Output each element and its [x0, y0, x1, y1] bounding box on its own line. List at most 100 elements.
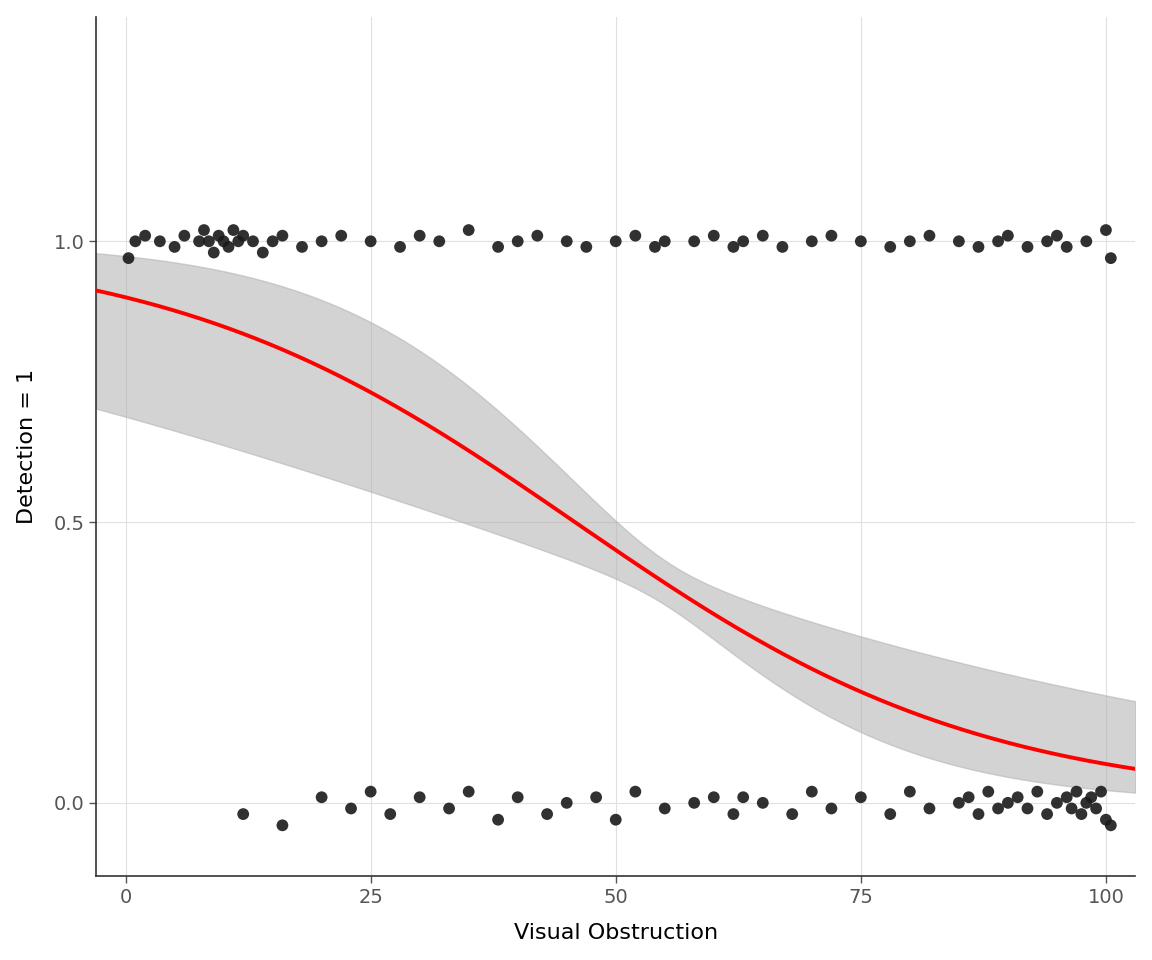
Point: [273, 228, 291, 243]
Point: [558, 233, 576, 249]
Point: [1086, 801, 1105, 816]
Point: [410, 789, 429, 804]
Point: [999, 228, 1017, 243]
Point: [210, 228, 228, 243]
Point: [646, 239, 665, 254]
Point: [734, 233, 752, 249]
Point: [508, 789, 526, 804]
Point: [901, 784, 919, 800]
Point: [979, 784, 998, 800]
Point: [1038, 233, 1056, 249]
Point: [969, 806, 987, 822]
Point: [851, 789, 870, 804]
Point: [362, 233, 380, 249]
Point: [1077, 233, 1096, 249]
Point: [969, 239, 987, 254]
Point: [685, 795, 704, 810]
Point: [705, 789, 723, 804]
Y-axis label: Detection = 1: Detection = 1: [16, 369, 37, 524]
Point: [234, 228, 252, 243]
Point: [219, 239, 237, 254]
Point: [391, 239, 409, 254]
Point: [253, 245, 272, 260]
Point: [190, 233, 209, 249]
Point: [725, 239, 743, 254]
Point: [1077, 795, 1096, 810]
Point: [901, 233, 919, 249]
Point: [166, 239, 184, 254]
Point: [949, 795, 968, 810]
Point: [460, 784, 478, 800]
Point: [214, 233, 233, 249]
Point: [1008, 789, 1026, 804]
Point: [851, 233, 870, 249]
Point: [1038, 806, 1056, 822]
Point: [136, 228, 154, 243]
Point: [312, 789, 331, 804]
Point: [803, 233, 821, 249]
Point: [264, 233, 282, 249]
Point: [1073, 806, 1091, 822]
Point: [881, 239, 900, 254]
Point: [1097, 223, 1115, 238]
Point: [988, 233, 1007, 249]
Point: [685, 233, 704, 249]
Point: [773, 239, 791, 254]
Point: [1058, 239, 1076, 254]
Point: [627, 228, 645, 243]
Point: [753, 228, 772, 243]
Point: [734, 789, 752, 804]
Point: [1062, 801, 1081, 816]
Point: [803, 784, 821, 800]
Point: [1097, 812, 1115, 828]
Point: [960, 789, 978, 804]
Point: [949, 233, 968, 249]
Point: [823, 228, 841, 243]
Point: [920, 228, 939, 243]
Point: [655, 801, 674, 816]
Point: [312, 233, 331, 249]
Point: [823, 801, 841, 816]
Point: [508, 233, 526, 249]
Point: [1058, 789, 1076, 804]
X-axis label: Visual Obstruction: Visual Obstruction: [514, 924, 718, 944]
Point: [488, 239, 507, 254]
Point: [410, 228, 429, 243]
Point: [381, 806, 400, 822]
Point: [705, 228, 723, 243]
Point: [1047, 228, 1066, 243]
Point: [988, 801, 1007, 816]
Point: [332, 228, 350, 243]
Point: [430, 233, 448, 249]
Point: [120, 251, 138, 266]
Point: [225, 223, 243, 238]
Point: [606, 812, 624, 828]
Point: [586, 789, 605, 804]
Point: [577, 239, 596, 254]
Point: [881, 806, 900, 822]
Point: [273, 818, 291, 833]
Point: [538, 806, 556, 822]
Point: [205, 245, 223, 260]
Point: [293, 239, 311, 254]
Point: [362, 784, 380, 800]
Point: [1028, 784, 1046, 800]
Point: [440, 801, 458, 816]
Point: [151, 233, 169, 249]
Point: [234, 806, 252, 822]
Point: [558, 795, 576, 810]
Point: [342, 801, 361, 816]
Point: [1101, 818, 1120, 833]
Point: [1018, 801, 1037, 816]
Point: [753, 795, 772, 810]
Point: [999, 795, 1017, 810]
Point: [175, 228, 194, 243]
Point: [1092, 784, 1111, 800]
Point: [1047, 795, 1066, 810]
Point: [783, 806, 802, 822]
Point: [199, 233, 218, 249]
Point: [244, 233, 263, 249]
Point: [920, 801, 939, 816]
Point: [606, 233, 624, 249]
Point: [488, 812, 507, 828]
